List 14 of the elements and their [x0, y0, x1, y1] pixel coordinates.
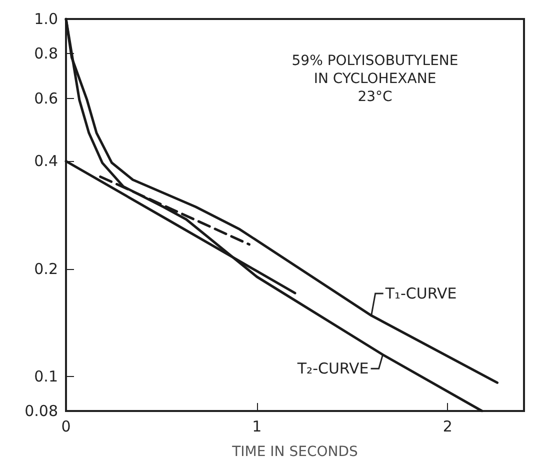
annotation: T₁-CURVE: [384, 284, 457, 303]
x-tick-label: 1: [252, 418, 262, 436]
y-tick-label: 0.8: [34, 44, 58, 63]
y-tick-label: 0.2: [34, 260, 58, 278]
y-tick-label: 1.0: [34, 10, 58, 28]
text: 59% POLYISOBUTYLENE IN CYCLOHEXANE 23°C: [292, 53, 458, 105]
y-tick-label: 0.4: [34, 152, 58, 170]
y-tick-label: 0.1: [34, 367, 58, 386]
x-tick-label: 2: [442, 418, 452, 436]
x-tick-label: 0: [61, 418, 71, 436]
annotation: T₂-CURVE: [296, 360, 369, 378]
y-tick-label: 0.08: [24, 402, 58, 420]
y-tick-label: 0.6: [34, 89, 58, 108]
x-axis-title: TIME IN SECONDS: [231, 444, 358, 460]
